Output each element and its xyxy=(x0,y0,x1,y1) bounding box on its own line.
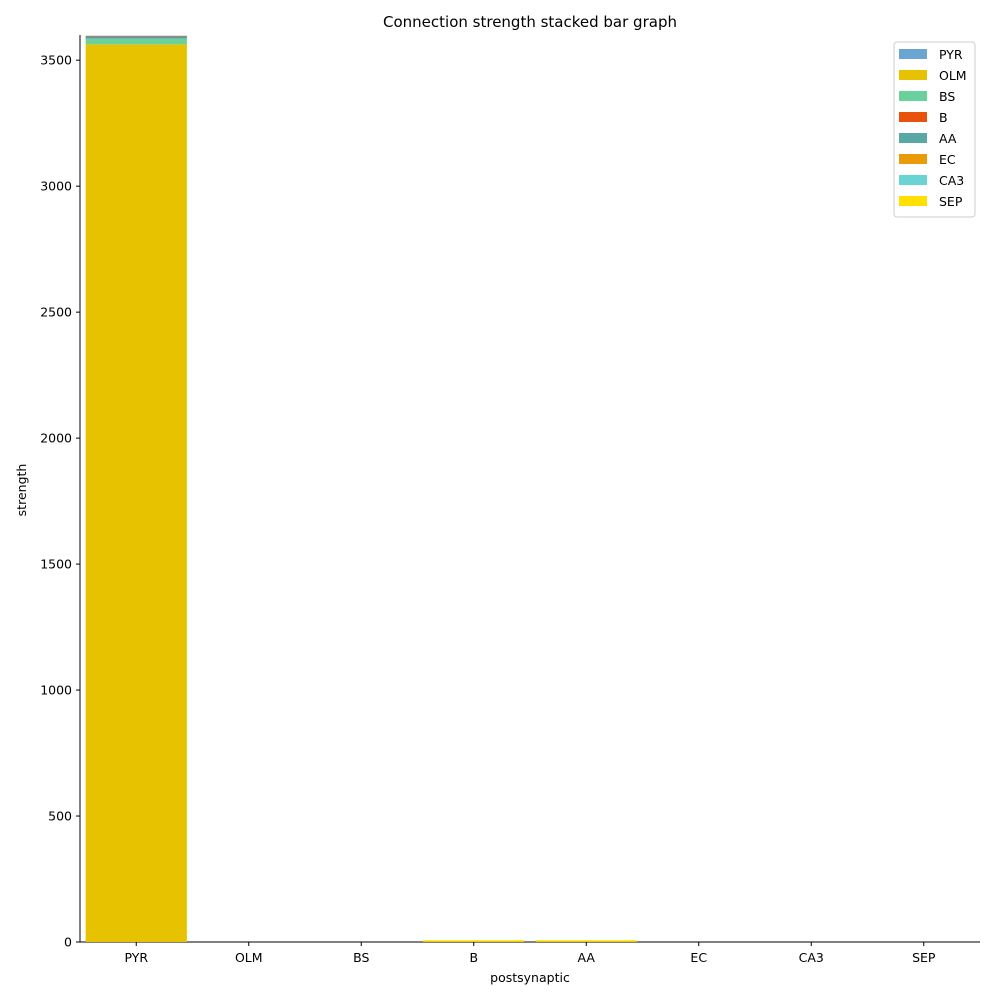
bar-pyr-olm xyxy=(85,44,187,942)
y-tick-label: 1000 xyxy=(40,683,72,698)
legend-label-aa: AA xyxy=(939,131,957,146)
y-tick-label: 1500 xyxy=(40,557,72,572)
x-tick-label-bs: BS xyxy=(353,950,369,965)
legend-label-olm: OLM xyxy=(939,68,967,83)
legend-label-bs: BS xyxy=(939,89,955,104)
y-axis: 0 500 1000 1500 2000 2500 3000 3500 xyxy=(40,35,81,950)
bar-pyr-bs xyxy=(85,38,187,45)
legend-swatch-pyr xyxy=(899,49,927,59)
legend-swatch-olm xyxy=(899,70,927,80)
bar-aa-sep xyxy=(535,940,637,942)
legend-label-pyr: PYR xyxy=(939,47,963,62)
legend-label-ec: EC xyxy=(939,152,956,167)
x-tick-label-ca3: CA3 xyxy=(799,950,824,965)
x-tick-label-pyr: PYR xyxy=(124,950,148,965)
y-tick-label: 500 xyxy=(48,809,72,824)
x-tick-label-b: B xyxy=(469,950,478,965)
bar-pyr-aa xyxy=(85,36,187,39)
bar-b-olm xyxy=(423,941,525,942)
chart-title: Connection strength stacked bar graph xyxy=(383,13,677,31)
y-tick-label: 0 xyxy=(64,935,72,950)
y-axis-title: strength xyxy=(14,464,29,517)
legend-swatch-bs xyxy=(899,91,927,101)
bar-b-sep xyxy=(423,940,525,942)
legend-label-sep: SEP xyxy=(939,194,963,209)
x-axis-title: postsynaptic xyxy=(490,970,570,985)
x-axis: PYR OLM BS B AA EC CA3 SEP xyxy=(80,941,980,965)
bars-layer xyxy=(85,35,637,942)
legend-label-b: B xyxy=(939,110,948,125)
y-tick-label: 2000 xyxy=(40,431,72,446)
x-tick-label-olm: OLM xyxy=(235,950,263,965)
legend-swatch-aa xyxy=(899,133,927,143)
legend-label-ca3: CA3 xyxy=(939,173,964,188)
legend-swatch-sep xyxy=(899,196,927,206)
legend-swatch-ec xyxy=(899,154,927,164)
legend-frame xyxy=(893,41,976,218)
x-tick-label-aa: AA xyxy=(578,950,596,965)
legend: PYR OLM BS B AA EC CA3 SEP xyxy=(893,41,976,218)
y-tick-label: 2500 xyxy=(40,305,72,320)
y-tick-label: 3500 xyxy=(40,53,72,68)
x-tick-label-ec: EC xyxy=(690,950,707,965)
legend-swatch-ca3 xyxy=(899,175,927,185)
x-tick-label-sep: SEP xyxy=(912,950,936,965)
bar-aa-olm xyxy=(535,941,637,942)
y-tick-label: 3000 xyxy=(40,179,72,194)
legend-swatch-b xyxy=(899,112,927,122)
